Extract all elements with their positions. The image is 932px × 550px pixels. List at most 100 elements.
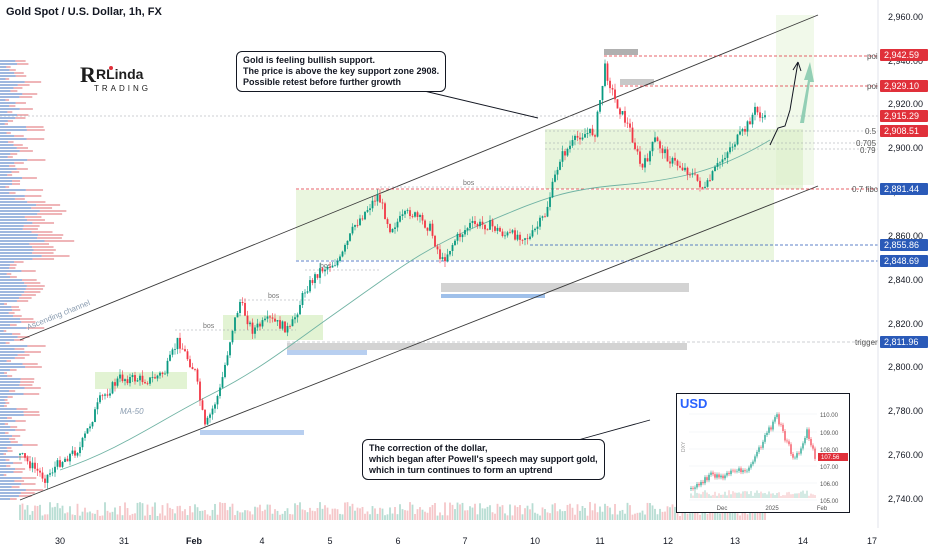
candle-body [559, 161, 561, 170]
level-labels: poi poi 0.5 0.705 0.79 0.7 fibo trigger … [203, 52, 879, 347]
inset-candle-body [786, 440, 788, 442]
volume-bar [489, 505, 491, 520]
volume-bar [24, 282, 41, 284]
candle-body [119, 374, 121, 379]
volume-bar [189, 506, 191, 520]
candle-body [581, 137, 584, 140]
candle-body [166, 360, 169, 374]
volume-bar [251, 514, 254, 520]
candle-body [464, 230, 466, 235]
volume-bar [544, 509, 546, 520]
volume-bar [389, 507, 391, 520]
candle-body [134, 375, 136, 382]
candle-body [169, 354, 171, 361]
inset-candle-body [764, 435, 766, 442]
candle-body [719, 162, 721, 164]
inset-volume-bar [730, 494, 732, 498]
volume-bar [471, 507, 474, 520]
volume-bar [16, 147, 29, 149]
volume-bar [15, 117, 26, 119]
inset-volume-bar [734, 492, 736, 498]
volume-bar [0, 111, 8, 113]
volume-bar [231, 503, 234, 520]
volume-bar [0, 414, 24, 416]
candle-body [349, 233, 351, 241]
inset-candle-body [740, 468, 742, 473]
inset-tick-label: 105.00 [820, 499, 839, 505]
inset-candle-body [768, 427, 770, 433]
candle-body [409, 210, 411, 217]
price-axis[interactable]: 2,960.002,940.002,920.002,900.002,880.00… [880, 12, 928, 504]
price-badge-label: 2,881.44 [884, 184, 919, 194]
candle-body [404, 211, 406, 215]
volume-bar [4, 405, 7, 407]
bos-label: bos [320, 263, 332, 270]
candle-body [141, 375, 144, 383]
candle-body [444, 257, 446, 262]
volume-bar [0, 147, 17, 149]
volume-bar [591, 510, 594, 520]
volume-bar [0, 321, 22, 323]
candle-body [466, 228, 469, 231]
volume-bar [486, 506, 489, 520]
volume-bar [15, 60, 26, 62]
candle-body [94, 409, 96, 423]
volume-bar [12, 183, 21, 185]
candle-body [626, 122, 629, 124]
volume-bar [0, 471, 14, 473]
volume-bar [8, 141, 14, 143]
volume-bar [0, 180, 13, 182]
volume-bar [411, 504, 414, 520]
volume-bar [169, 507, 171, 520]
volume-bar [551, 504, 554, 520]
price-badge [880, 80, 928, 92]
inset-candle-body [788, 441, 790, 445]
candle-body [731, 146, 734, 148]
candle-body [591, 128, 594, 136]
volume-bar [25, 489, 44, 491]
inset-volume-bar [740, 493, 742, 498]
candle-body [686, 167, 689, 175]
volume-bar [26, 219, 45, 221]
inset-candle-body [690, 487, 692, 489]
volume-bar [24, 351, 41, 353]
price-badge-label: 2,855.86 [884, 240, 919, 250]
volume-bar [339, 513, 341, 520]
volume-bar [99, 515, 101, 520]
volume-bar [626, 502, 629, 520]
volume-bar [369, 514, 371, 520]
volume-bar [559, 509, 561, 520]
candle-body [634, 142, 636, 150]
volume-bar [6, 273, 12, 275]
inset-candle-body [738, 468, 740, 471]
inset-volume-bar [718, 493, 720, 498]
volume-bar [0, 465, 7, 467]
volume-bar [21, 279, 37, 281]
candle-body [81, 437, 84, 448]
volume-bar [3, 453, 7, 455]
candle-body [681, 167, 684, 171]
candle-body [356, 225, 359, 226]
volume-bar [719, 513, 721, 520]
volume-bar [22, 228, 38, 230]
volume-bar [504, 513, 506, 520]
volume-bar [349, 506, 351, 520]
volume-bar [5, 99, 10, 101]
time-tick-label: 5 [327, 536, 332, 546]
candle-body [519, 234, 521, 240]
inset-volume-bar [698, 493, 700, 498]
inset-volume-bar [782, 495, 784, 498]
time-axis[interactable]: 30 31 Feb 4 5 6 7 10 11 12 13 14 17 [55, 536, 877, 546]
volume-bar [616, 514, 619, 520]
volume-bar [0, 459, 6, 461]
volume-bar [221, 502, 224, 520]
candle-body [694, 173, 696, 175]
inset-candle-body [730, 470, 732, 475]
callout-note-bottom: The correction of the dollar, which bega… [362, 439, 605, 480]
inset-volume-bar [772, 493, 774, 498]
volume-bar [304, 510, 306, 520]
volume-bar [0, 216, 25, 218]
candle-body [676, 160, 679, 166]
volume-bar [556, 511, 559, 520]
